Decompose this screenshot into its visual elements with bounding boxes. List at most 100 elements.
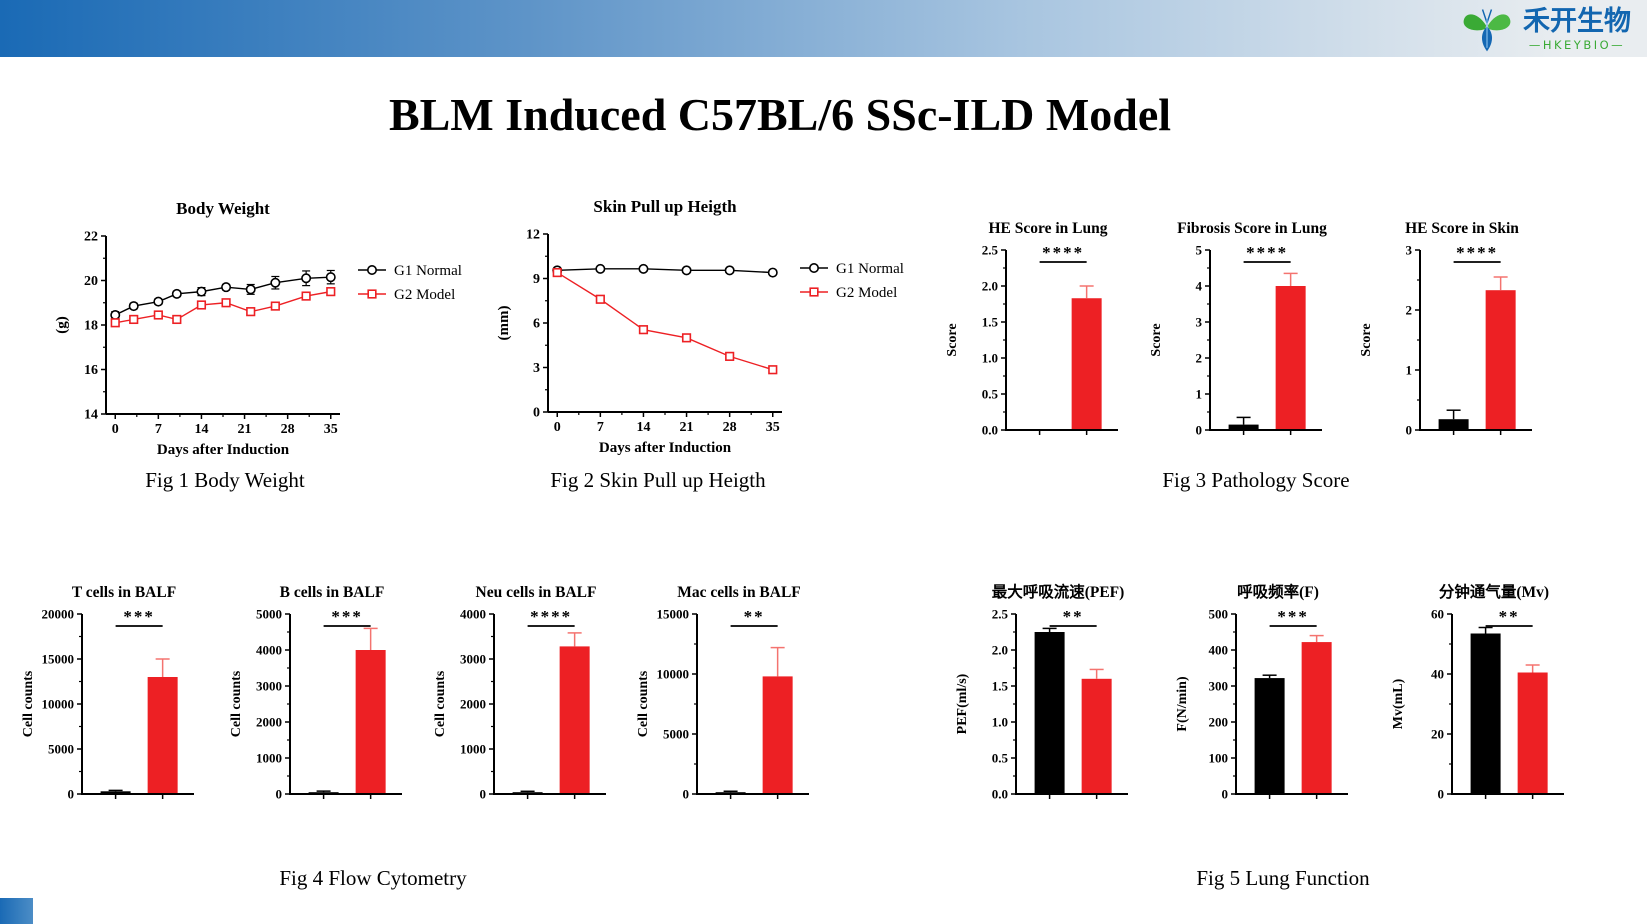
page-title: BLM Induced C57BL/6 SSc-ILD Model — [388, 89, 1172, 140]
svg-text:40: 40 — [1431, 667, 1444, 682]
svg-text:1.0: 1.0 — [992, 715, 1008, 730]
bottom-accent-bar — [0, 898, 33, 924]
svg-text:21: 21 — [680, 420, 694, 435]
svg-text:4: 4 — [1196, 279, 1203, 294]
respiratory-rate-chart: 呼吸频率(F) F(N/min) 0 100 200 300 400 500 *** — [1175, 582, 1348, 802]
svg-text:10000: 10000 — [42, 697, 75, 712]
svg-text:28: 28 — [281, 422, 295, 437]
svg-text:****: **** — [1042, 243, 1084, 262]
svg-text:F(N/min): F(N/min) — [1175, 676, 1190, 732]
svg-text:100: 100 — [1209, 751, 1229, 766]
company-logo: 禾开生物 —HKEYBIO— — [1459, 5, 1631, 55]
svg-text:0: 0 — [112, 422, 119, 437]
svg-text:Score: Score — [945, 323, 960, 356]
svg-text:**: ** — [744, 607, 765, 626]
svg-text:60: 60 — [1431, 607, 1444, 622]
svg-text:PEF(ml/s): PEF(ml/s) — [955, 673, 970, 734]
svg-text:0: 0 — [276, 787, 283, 802]
svg-text:35: 35 — [324, 422, 338, 437]
svg-text:2.0: 2.0 — [982, 279, 998, 294]
svg-text:3: 3 — [1196, 315, 1203, 330]
svg-text:Skin Pull up Heigth: Skin Pull up Heigth — [593, 197, 737, 216]
svg-text:分钟通气量(Mv): 分钟通气量(Mv) — [1439, 582, 1549, 601]
svg-text:0: 0 — [480, 787, 487, 802]
svg-text:15000: 15000 — [657, 607, 690, 622]
pef-chart: 最大呼吸流速(PEF) PEF(ml/s) 0.0 0.5 1.0 1.5 2.0 2.5 ** — [955, 582, 1128, 802]
svg-text:2000: 2000 — [256, 715, 282, 730]
t-cells-chart: T cells in BALF Cell counts 0 5000 10000 1500… — [21, 584, 194, 802]
svg-text:G1 Normal: G1 Normal — [394, 263, 462, 279]
neu-cells-chart: Neu cells in BALF Cell counts 0 1000 2000 300… — [433, 584, 606, 802]
svg-text:0.0: 0.0 — [992, 787, 1008, 802]
svg-text:1000: 1000 — [256, 751, 282, 766]
svg-text:**: ** — [1499, 607, 1520, 626]
svg-text:Days after Induction: Days after Induction — [599, 440, 732, 456]
svg-text:Body Weight: Body Weight — [176, 199, 270, 218]
b-cells-chart: B cells in BALF Cell counts 0 1000 2000 3000 4… — [229, 584, 402, 802]
svg-text:Mv(mL): Mv(mL) — [1391, 678, 1406, 729]
svg-text:0: 0 — [554, 420, 561, 435]
svg-text:200: 200 — [1209, 715, 1229, 730]
svg-text:(g): (g) — [54, 316, 70, 334]
svg-text:22: 22 — [84, 230, 98, 245]
svg-text:0: 0 — [1406, 423, 1413, 438]
svg-text:G2 Model: G2 Model — [394, 287, 455, 303]
svg-text:20: 20 — [1431, 727, 1444, 742]
svg-text:Neu cells in BALF: Neu cells in BALF — [476, 584, 597, 601]
fig5-caption: Fig 5 Lung Function — [1196, 866, 1370, 890]
svg-text:14: 14 — [194, 422, 208, 437]
svg-text:14: 14 — [636, 420, 650, 435]
svg-text:Cell counts: Cell counts — [21, 670, 36, 737]
svg-text:G2 Model: G2 Model — [836, 285, 897, 301]
svg-text:18: 18 — [84, 319, 98, 334]
svg-text:12: 12 — [526, 228, 540, 243]
svg-text:***: *** — [123, 607, 155, 626]
svg-text:4000: 4000 — [256, 643, 282, 658]
svg-text:Score: Score — [1359, 323, 1374, 356]
svg-text:呼吸频率(F): 呼吸频率(F) — [1237, 582, 1319, 601]
svg-text:2.5: 2.5 — [982, 243, 999, 258]
svg-text:2000: 2000 — [460, 697, 486, 712]
svg-text:Cell counts: Cell counts — [636, 670, 651, 737]
svg-text:4000: 4000 — [460, 607, 486, 622]
svg-text:5000: 5000 — [663, 727, 689, 742]
svg-text:3: 3 — [533, 361, 540, 376]
svg-text:6: 6 — [533, 317, 540, 332]
svg-text:3000: 3000 — [256, 679, 282, 694]
svg-text:2.5: 2.5 — [992, 607, 1009, 622]
svg-text:10000: 10000 — [657, 667, 690, 682]
svg-text:Fibrosis Score in Lung: Fibrosis Score in Lung — [1177, 220, 1327, 237]
svg-text:5000: 5000 — [48, 742, 74, 757]
svg-text:1.5: 1.5 — [982, 315, 999, 330]
svg-text:3000: 3000 — [460, 652, 486, 667]
svg-text:1.0: 1.0 — [982, 351, 998, 366]
svg-text:1000: 1000 — [460, 742, 486, 757]
fig4-caption: Fig 4 Flow Cytometry — [279, 866, 467, 890]
body-weight-chart: Body Weight Days after Induction (g) 14 16 18… — [54, 199, 462, 458]
svg-text:3: 3 — [1406, 243, 1413, 258]
svg-text:0: 0 — [68, 787, 75, 802]
svg-text:500: 500 — [1209, 607, 1229, 622]
svg-text:Score: Score — [1149, 323, 1164, 356]
fig2-caption: Fig 2 Skin Pull up Heigth — [550, 468, 766, 492]
svg-text:0: 0 — [1196, 423, 1203, 438]
svg-text:Cell counts: Cell counts — [433, 670, 448, 737]
svg-text:****: **** — [530, 607, 572, 626]
svg-text:7: 7 — [155, 422, 162, 437]
mac-cells-chart: Mac cells in BALF Cell counts 0 5000 10000 15… — [636, 584, 809, 802]
fig3-caption: Fig 3 Pathology Score — [1162, 468, 1350, 492]
svg-text:15000: 15000 — [42, 652, 75, 667]
svg-text:0: 0 — [1222, 787, 1229, 802]
svg-text:21: 21 — [238, 422, 252, 437]
svg-text:20: 20 — [84, 274, 98, 289]
svg-text:Cell counts: Cell counts — [229, 670, 244, 737]
logo-text: 禾开生物 —HKEYBIO— — [1523, 7, 1631, 53]
svg-text:35: 35 — [766, 420, 780, 435]
svg-text:****: **** — [1246, 243, 1288, 262]
svg-text:T cells in BALF: T cells in BALF — [72, 584, 176, 601]
svg-text:最大呼吸流速(PEF): 最大呼吸流速(PEF) — [992, 582, 1125, 601]
logo-company-tagline: —HKEYBIO— — [1528, 38, 1626, 53]
svg-text:400: 400 — [1209, 643, 1229, 658]
skin-pull-up-chart: Skin Pull up Heigth Days after Induction (… — [496, 197, 904, 456]
svg-text:0: 0 — [533, 406, 540, 421]
